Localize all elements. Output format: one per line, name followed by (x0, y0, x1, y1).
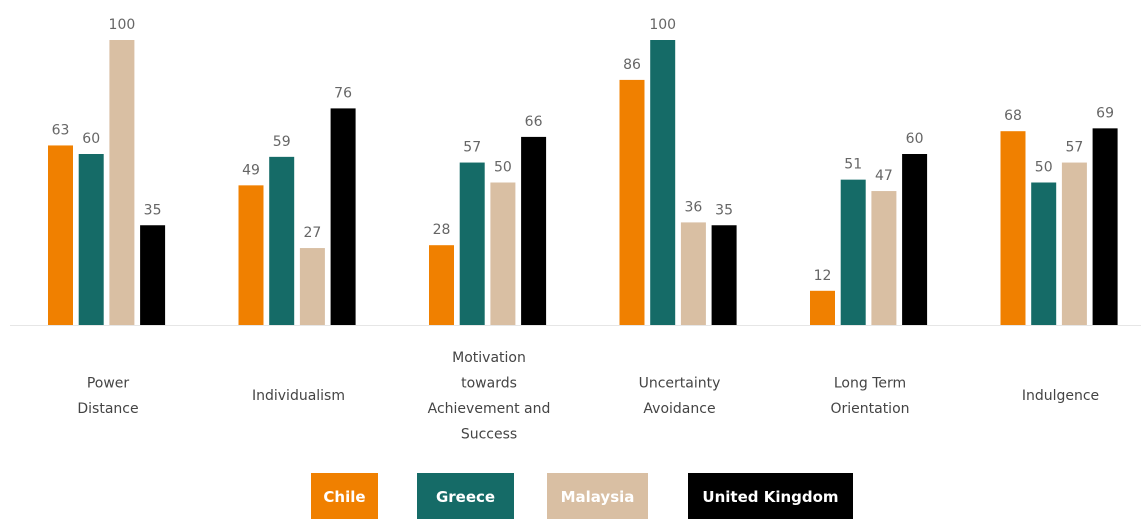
bar-chile-motivation-towards-achievement-and-success (429, 245, 454, 325)
bar-malaysia-individualism (299, 248, 325, 325)
value-label-malaysia-motivation-towards-achievement-and-success: 50 (494, 160, 512, 176)
legend-label-malaysia: Malaysia (561, 488, 635, 506)
value-label-united-kingdom-uncertainty-avoidance: 35 (715, 202, 733, 218)
value-label-greece-power-distance: 60 (82, 131, 100, 147)
value-label-united-kingdom-individualism: 76 (334, 85, 352, 101)
value-label-united-kingdom-indulgence: 69 (1096, 105, 1114, 121)
bar-greece-power-distance (78, 154, 104, 325)
legend-label-chile: Chile (323, 488, 365, 506)
category-label-individualism: Individualism (252, 388, 345, 404)
value-label-chile-long-term-orientation: 12 (814, 268, 832, 284)
legend: Chile Greece Malaysia United Kingdom (311, 473, 853, 519)
value-label-chile-indulgence: 68 (1004, 108, 1022, 124)
value-label-greece-uncertainty-avoidance: 100 (649, 17, 676, 33)
bar-united-kingdom-motivation-towards-achievement-and-success (521, 136, 547, 325)
value-label-chile-uncertainty-avoidance: 86 (623, 57, 641, 73)
legend-swatch-united-kingdom (688, 473, 853, 519)
bar-greece-individualism (269, 156, 295, 325)
value-label-chile-motivation-towards-achievement-and-success: 28 (433, 222, 451, 238)
bar-greece-motivation-towards-achievement-and-success (459, 162, 485, 325)
legend-label-greece: Greece (436, 488, 495, 506)
legend-item-united-kingdom: United Kingdom (688, 473, 853, 519)
legend-item-chile: Chile (311, 473, 378, 519)
value-label-malaysia-long-term-orientation: 47 (875, 168, 893, 184)
bar-chile-long-term-orientation (810, 290, 835, 325)
value-label-greece-indulgence: 50 (1035, 160, 1053, 176)
legend-item-greece: Greece (417, 473, 514, 519)
value-label-malaysia-uncertainty-avoidance: 36 (684, 199, 702, 215)
value-label-greece-long-term-orientation: 51 (844, 157, 862, 173)
value-label-chile-individualism: 49 (242, 162, 260, 178)
value-label-malaysia-individualism: 27 (303, 225, 321, 241)
bar-malaysia-uncertainty-avoidance (680, 222, 706, 325)
category-label-uncertainty-avoidance: Uncertainty Avoidance (639, 375, 721, 417)
legend-swatch-greece (417, 473, 514, 519)
bar-united-kingdom-power-distance (140, 225, 166, 325)
bar-united-kingdom-indulgence (1092, 128, 1118, 325)
value-label-group: 63 60 100 35 49 59 27 76 28 57 50 66 86 100 36 35 12 51 47… (52, 17, 1114, 284)
category-label-indulgence: Indulgence (1022, 388, 1099, 404)
value-label-greece-individualism: 59 (273, 134, 291, 150)
category-label-motivation-towards-achievement-and-success: Motivation towards Achievement and Success (428, 350, 551, 443)
bar-chile-individualism (238, 185, 264, 325)
legend-item-malaysia: Malaysia (547, 473, 648, 519)
bar-chile-indulgence (1000, 131, 1026, 325)
category-label-long-term-orientation: Long Term Orientation (830, 375, 909, 417)
bar-greece-indulgence (1031, 182, 1057, 325)
bar-malaysia-long-term-orientation (871, 191, 897, 325)
value-label-united-kingdom-power-distance: 35 (144, 202, 162, 218)
bar-united-kingdom-long-term-orientation (902, 154, 928, 325)
value-label-chile-power-distance: 63 (52, 122, 70, 138)
bar-group (48, 40, 1118, 326)
bar-chile-uncertainty-avoidance (619, 79, 645, 326)
bar-chile-power-distance (48, 145, 73, 325)
category-label-group: Power Distance Individualism Motivation towa… (77, 350, 1099, 443)
value-label-united-kingdom-long-term-orientation: 60 (906, 131, 924, 147)
legend-swatch-malaysia (547, 473, 648, 519)
bar-greece-long-term-orientation (840, 179, 866, 325)
value-label-greece-motivation-towards-achievement-and-success: 57 (463, 140, 481, 156)
legend-swatch-chile (311, 473, 378, 519)
bar-malaysia-motivation-towards-achievement-and-success (490, 182, 516, 325)
bar-malaysia-power-distance (109, 40, 135, 325)
bar-malaysia-indulgence (1061, 162, 1087, 325)
value-label-malaysia-indulgence: 57 (1065, 140, 1083, 156)
legend-label-united-kingdom: United Kingdom (702, 488, 838, 506)
value-label-malaysia-power-distance: 100 (109, 17, 136, 33)
value-label-united-kingdom-motivation-towards-achievement-and-success: 66 (525, 114, 543, 130)
bar-united-kingdom-individualism (330, 108, 356, 326)
category-label-power-distance: Power Distance (77, 375, 138, 417)
bar-united-kingdom-uncertainty-avoidance (711, 225, 737, 325)
bar-greece-uncertainty-avoidance (650, 40, 676, 325)
